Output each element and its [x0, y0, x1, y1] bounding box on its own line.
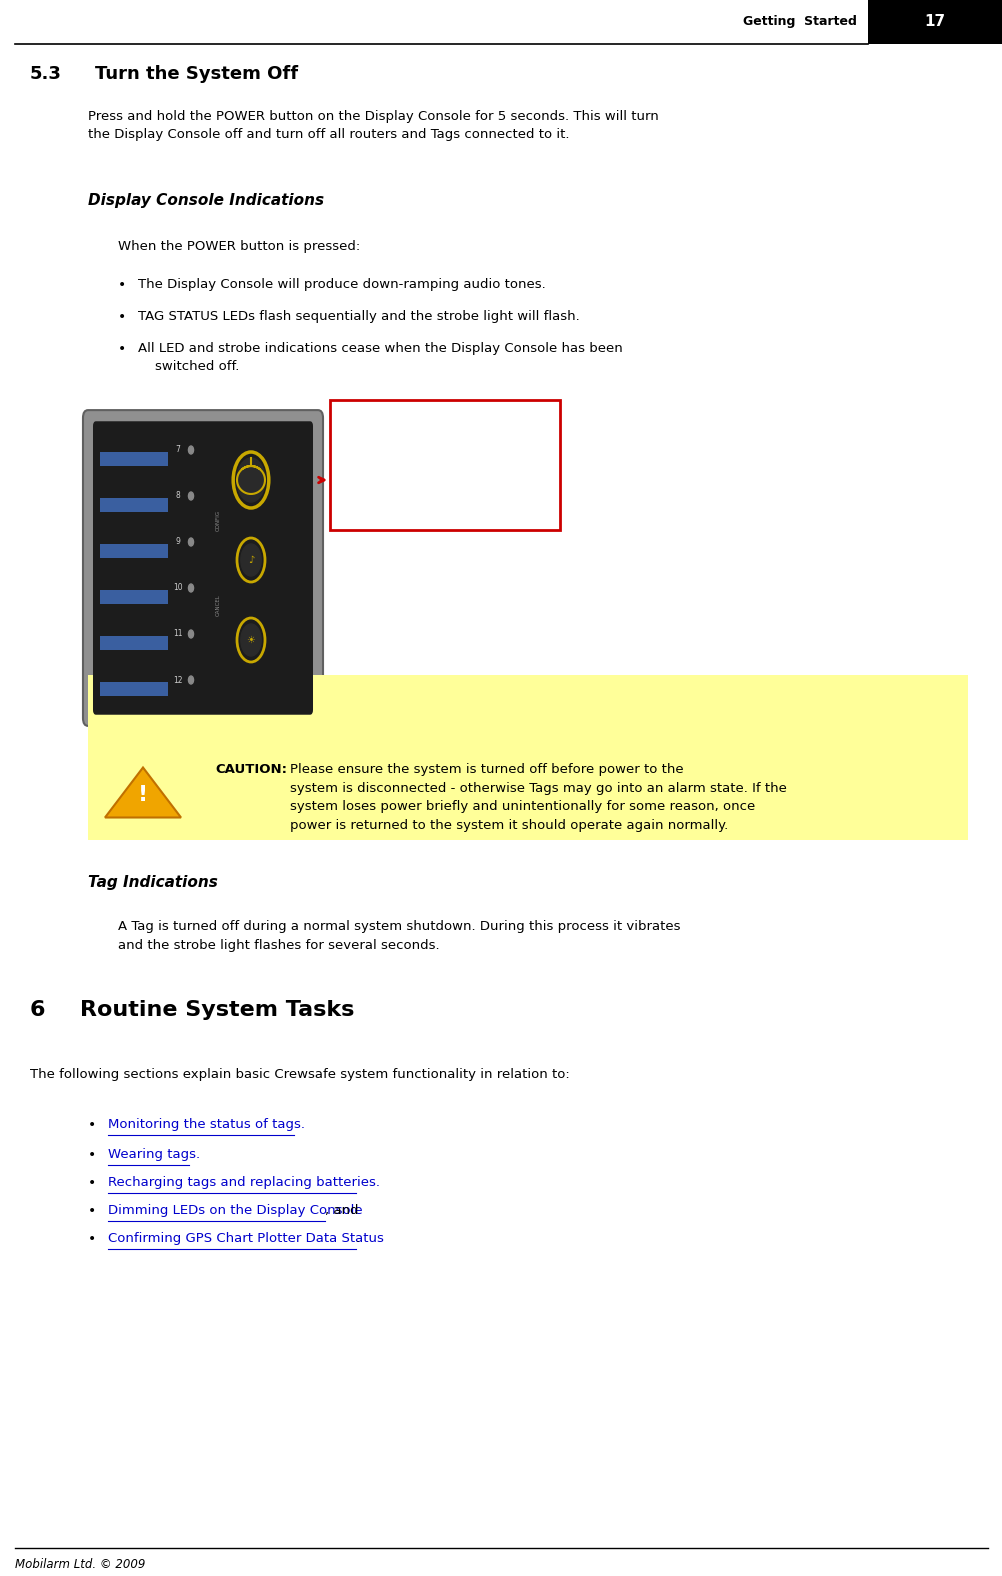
FancyBboxPatch shape — [100, 498, 167, 512]
Text: •: • — [118, 310, 126, 325]
Text: •: • — [118, 342, 126, 356]
FancyBboxPatch shape — [100, 589, 167, 604]
Text: ☀: ☀ — [246, 635, 256, 645]
Text: Routine System Tasks: Routine System Tasks — [80, 1001, 354, 1020]
FancyBboxPatch shape — [330, 400, 559, 530]
Text: Dimming LEDs on the Display Console: Dimming LEDs on the Display Console — [108, 1204, 363, 1217]
FancyBboxPatch shape — [100, 544, 167, 558]
Text: CAUTION:: CAUTION: — [214, 763, 287, 775]
Text: •: • — [118, 277, 126, 292]
Text: 10: 10 — [173, 583, 182, 593]
Text: Confirming GPS Chart Plotter Data Status: Confirming GPS Chart Plotter Data Status — [108, 1232, 384, 1245]
Text: 17: 17 — [924, 14, 945, 30]
Polygon shape — [105, 768, 180, 818]
Text: Press and hold the POWER button on the Display Console for 5 seconds. This will : Press and hold the POWER button on the D… — [88, 110, 658, 140]
Text: 12: 12 — [173, 676, 182, 684]
Text: The following sections explain basic Crewsafe system functionality in relation t: The following sections explain basic Cre… — [30, 1069, 569, 1081]
Text: TAG STATUS LEDs flash sequentially and the strobe light will flash.: TAG STATUS LEDs flash sequentially and t… — [138, 310, 579, 323]
Circle shape — [240, 624, 261, 656]
Text: When the POWER button is pressed:: When the POWER button is pressed: — [118, 240, 360, 254]
Text: All LED and strobe indications cease when the Display Console has been
    switc: All LED and strobe indications cease whe… — [138, 342, 622, 374]
FancyBboxPatch shape — [100, 637, 167, 649]
Text: Tag Indications: Tag Indications — [88, 875, 217, 890]
FancyBboxPatch shape — [867, 0, 1002, 44]
Circle shape — [240, 544, 261, 575]
Text: .: . — [356, 1232, 360, 1245]
Text: , and: , and — [325, 1204, 358, 1217]
Text: Please ensure the system is turned off before power to the
system is disconnecte: Please ensure the system is turned off b… — [290, 763, 787, 832]
Text: 8: 8 — [175, 492, 180, 501]
Circle shape — [236, 459, 265, 503]
Text: A Tag is turned off during a normal system shutdown. During this process it vibr: A Tag is turned off during a normal syst… — [118, 920, 679, 952]
Text: 6: 6 — [30, 1001, 45, 1020]
Text: !: ! — [138, 785, 148, 805]
Circle shape — [188, 676, 193, 684]
FancyBboxPatch shape — [100, 452, 167, 466]
Text: Monitoring the status of tags.: Monitoring the status of tags. — [108, 1117, 305, 1132]
Text: 11: 11 — [173, 629, 182, 638]
Text: Getting  Started: Getting Started — [742, 16, 856, 28]
Text: CONFIG: CONFIG — [215, 509, 220, 531]
Text: 5.3: 5.3 — [30, 65, 62, 84]
Text: CANCEL: CANCEL — [215, 594, 220, 616]
Text: Display Console Indications: Display Console Indications — [88, 192, 324, 208]
Text: Recharging tags and replacing batteries.: Recharging tags and replacing batteries. — [108, 1176, 380, 1188]
Text: Wearing tags.: Wearing tags. — [108, 1147, 200, 1162]
Text: 7: 7 — [175, 446, 180, 454]
FancyBboxPatch shape — [100, 682, 167, 697]
Text: •: • — [88, 1176, 96, 1190]
Text: Press and hold the
Display Console
POWER button for 3
seconds to shut the
entire: Press and hold the Display Console POWER… — [382, 432, 507, 498]
Text: •: • — [88, 1204, 96, 1218]
Circle shape — [188, 585, 193, 593]
Text: Mobilarm Ltd. © 2009: Mobilarm Ltd. © 2009 — [15, 1559, 145, 1571]
FancyBboxPatch shape — [88, 675, 967, 840]
Text: •: • — [88, 1147, 96, 1162]
Circle shape — [188, 537, 193, 545]
FancyBboxPatch shape — [83, 410, 323, 727]
FancyBboxPatch shape — [93, 421, 313, 716]
Text: •: • — [88, 1232, 96, 1247]
Circle shape — [188, 446, 193, 454]
Circle shape — [188, 492, 193, 500]
Text: 9: 9 — [175, 537, 180, 547]
Text: Turn the System Off: Turn the System Off — [95, 65, 298, 84]
Text: The Display Console will produce down-ramping audio tones.: The Display Console will produce down-ra… — [138, 277, 545, 292]
Text: •: • — [88, 1117, 96, 1132]
Circle shape — [188, 630, 193, 638]
Text: ♪: ♪ — [247, 555, 254, 566]
